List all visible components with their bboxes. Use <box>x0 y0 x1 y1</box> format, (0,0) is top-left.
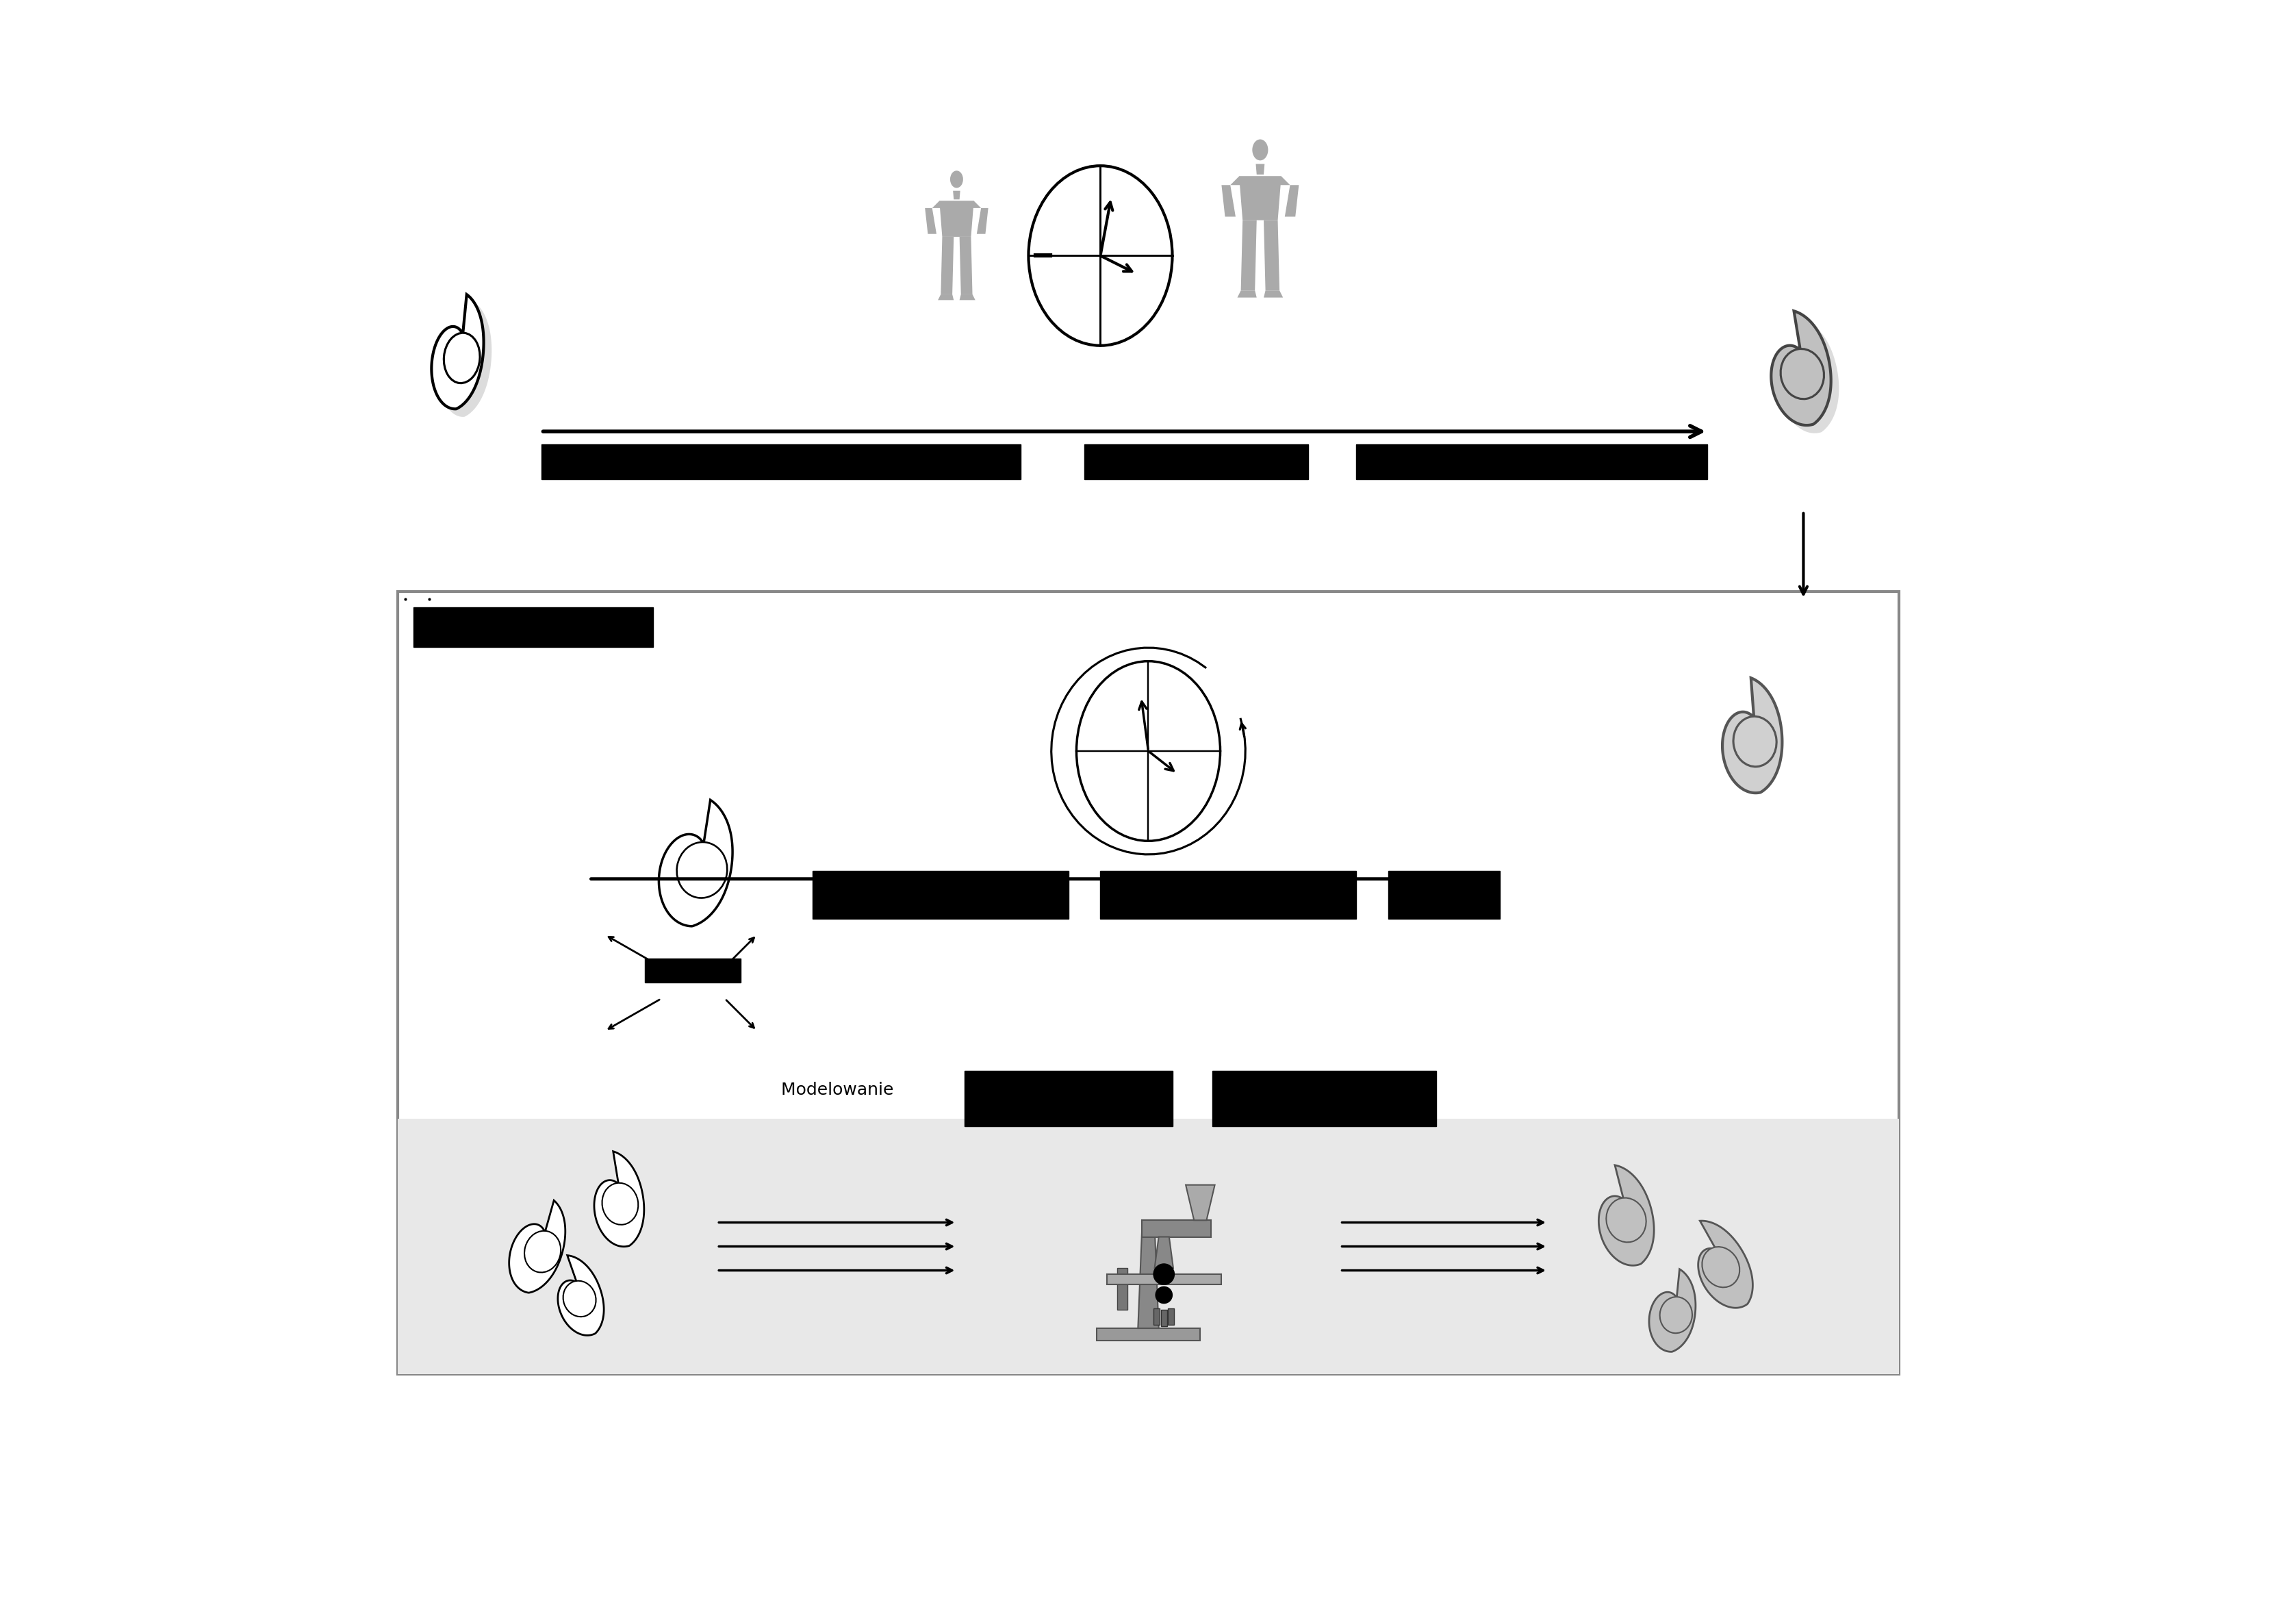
Bar <box>1116 1269 1127 1310</box>
Ellipse shape <box>1251 139 1267 160</box>
Polygon shape <box>939 201 974 237</box>
Polygon shape <box>976 208 987 233</box>
Bar <box>813 871 1068 919</box>
Bar <box>1159 1310 1166 1326</box>
Polygon shape <box>953 190 960 200</box>
Polygon shape <box>510 1200 565 1293</box>
Ellipse shape <box>1077 662 1219 841</box>
Polygon shape <box>659 801 732 927</box>
Polygon shape <box>937 294 953 300</box>
Ellipse shape <box>677 842 728 898</box>
Bar <box>1100 871 1355 919</box>
Bar <box>1387 871 1499 919</box>
Bar <box>1084 444 1309 479</box>
Polygon shape <box>1263 291 1283 297</box>
Polygon shape <box>1649 1269 1694 1352</box>
Bar <box>1153 1309 1159 1325</box>
Polygon shape <box>932 201 980 208</box>
Ellipse shape <box>1779 348 1823 400</box>
Bar <box>964 1071 1171 1127</box>
Bar <box>1169 1309 1173 1325</box>
Ellipse shape <box>951 171 962 189</box>
Polygon shape <box>960 294 976 300</box>
Polygon shape <box>1141 1221 1210 1237</box>
Text: Modelowanie                           macierzystych: Modelowanie macierzystych <box>781 1082 1164 1098</box>
Ellipse shape <box>563 1282 595 1317</box>
Circle shape <box>1153 1264 1173 1285</box>
Ellipse shape <box>1733 716 1777 767</box>
FancyBboxPatch shape <box>397 1119 1899 1374</box>
Ellipse shape <box>1660 1298 1692 1333</box>
Polygon shape <box>558 1256 604 1336</box>
Ellipse shape <box>602 1183 638 1224</box>
Bar <box>413 607 652 647</box>
Polygon shape <box>1185 1186 1215 1221</box>
Polygon shape <box>1238 291 1256 297</box>
Bar <box>542 444 1019 479</box>
Polygon shape <box>1240 221 1256 291</box>
Bar <box>1107 1274 1221 1285</box>
FancyBboxPatch shape <box>397 591 1899 1374</box>
Polygon shape <box>1137 1227 1159 1328</box>
Polygon shape <box>1256 165 1265 174</box>
Polygon shape <box>1598 1165 1653 1266</box>
Polygon shape <box>432 294 484 409</box>
Polygon shape <box>1155 1237 1173 1269</box>
Polygon shape <box>1263 221 1279 291</box>
Ellipse shape <box>1029 166 1171 345</box>
Bar <box>1355 444 1706 479</box>
Polygon shape <box>1722 678 1782 793</box>
Circle shape <box>1155 1286 1171 1304</box>
Polygon shape <box>1770 312 1830 425</box>
Polygon shape <box>960 237 971 294</box>
Polygon shape <box>1221 185 1235 217</box>
Bar <box>1095 1328 1201 1341</box>
Polygon shape <box>925 208 937 233</box>
Polygon shape <box>1231 176 1290 185</box>
Ellipse shape <box>523 1230 560 1272</box>
Polygon shape <box>941 237 953 294</box>
Polygon shape <box>1283 185 1300 217</box>
Ellipse shape <box>1701 1246 1738 1288</box>
Polygon shape <box>1240 176 1281 221</box>
Bar <box>645 959 742 983</box>
Polygon shape <box>439 302 491 417</box>
Polygon shape <box>1779 320 1839 433</box>
Ellipse shape <box>1605 1198 1646 1242</box>
Polygon shape <box>1697 1221 1752 1307</box>
Ellipse shape <box>443 332 480 384</box>
Polygon shape <box>595 1152 643 1246</box>
Bar <box>1212 1071 1435 1127</box>
